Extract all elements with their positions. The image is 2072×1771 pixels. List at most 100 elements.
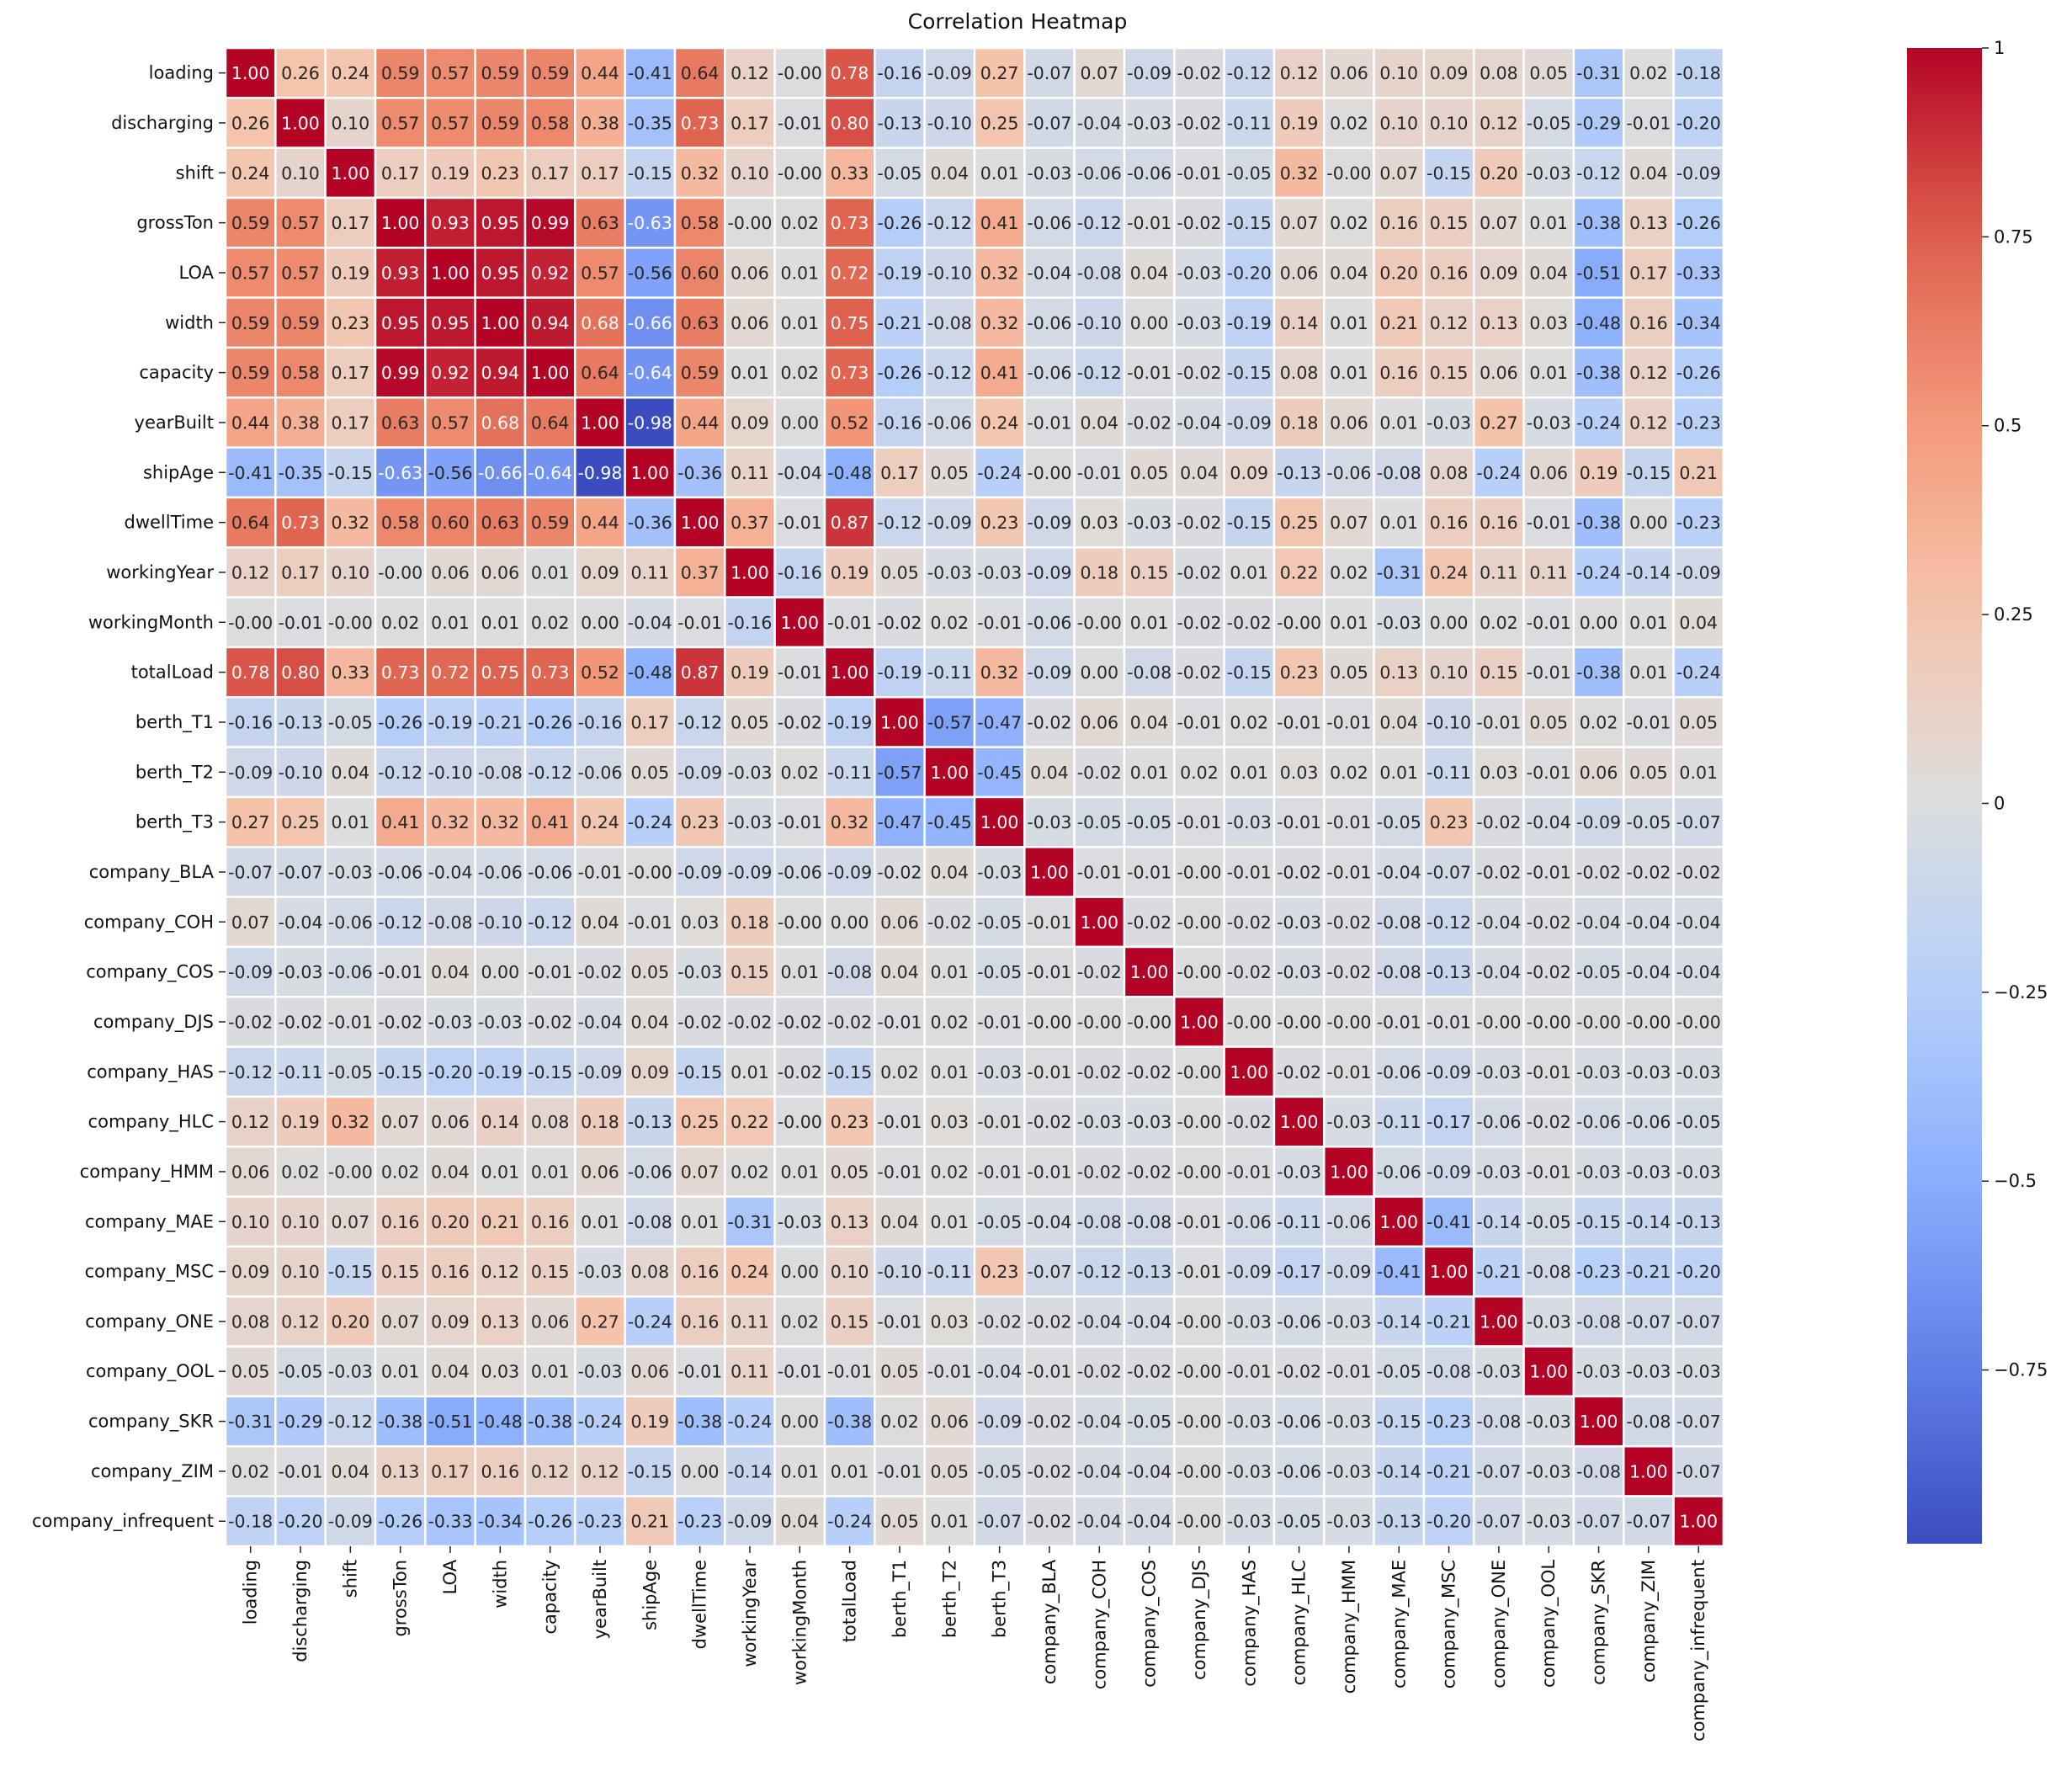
heatmap-cell	[773, 795, 826, 848]
heatmap-cell	[874, 996, 926, 1048]
x-tick-label: shipAge	[640, 1560, 660, 1630]
cell-value-label: 0.12	[731, 63, 769, 83]
cell-value-label: 0.16	[681, 1262, 720, 1282]
cell-value-label: -0.06	[1576, 1112, 1621, 1132]
colorbar-tick-label: 0.75	[1994, 226, 2033, 247]
cell-value-label: 0.06	[1280, 263, 1319, 283]
heatmap-cell	[1572, 146, 1625, 199]
cell-value-label: 0.41	[531, 812, 570, 832]
heatmap-cell	[374, 1395, 427, 1448]
cell-value-label: -0.26	[1676, 213, 1721, 233]
cell-value-label: -0.01	[1527, 1162, 1571, 1182]
cell-value-label: 0.44	[231, 412, 270, 433]
heatmap-cell	[1123, 247, 1176, 299]
cell-value-label: -0.00	[778, 63, 822, 83]
cell-value-label: 0.10	[1430, 662, 1469, 683]
cell-value-label: 0.05	[231, 1362, 270, 1382]
x-tick-label: loading	[241, 1560, 261, 1625]
cell-value-label: -0.02	[1027, 1112, 1071, 1132]
x-tick-label: company_ONE	[1489, 1560, 1510, 1689]
cell-value-label: -0.00	[1177, 1311, 1221, 1332]
cell-value-label: 0.02	[1330, 763, 1368, 783]
heatmap-cell	[523, 996, 576, 1048]
cell-value-label: -0.03	[1377, 613, 1421, 633]
cell-value-label: -0.15	[1626, 463, 1671, 483]
cell-value-label: 0.00	[581, 613, 619, 633]
heatmap-cell	[1123, 696, 1176, 748]
heatmap-cell	[823, 1146, 876, 1198]
cell-value-label: 0.06	[630, 1362, 669, 1382]
heatmap-cell	[673, 446, 726, 499]
heatmap-cell	[1572, 1495, 1625, 1548]
cell-value-label: -0.00	[1177, 962, 1221, 982]
cell-value-label: 0.03	[481, 1362, 519, 1382]
cell-value-label: 0.02	[381, 1162, 420, 1182]
cell-value-label: -0.02	[1077, 763, 1122, 783]
cell-value-label: 0.01	[531, 1162, 570, 1182]
heatmap-cell	[224, 1495, 277, 1548]
cell-value-label: 0.02	[930, 613, 969, 633]
heatmap-cell	[773, 846, 826, 898]
heatmap-cell	[1023, 996, 1076, 1048]
cell-value-label: 0.24	[731, 1262, 769, 1282]
cell-value-label: 0.87	[831, 513, 869, 533]
cell-value-label: -0.21	[1426, 1311, 1471, 1332]
cell-value-label: -0.06	[478, 862, 523, 882]
cell-value-label: 0.24	[1430, 562, 1469, 582]
heatmap-cell	[1473, 296, 1525, 349]
heatmap-cell	[1373, 596, 1426, 649]
cell-value-label: -0.01	[278, 613, 322, 633]
heatmap-cell	[1223, 646, 1276, 699]
cell-value-label: -0.03	[1626, 1062, 1671, 1082]
cell-value-label: 1.00	[681, 513, 720, 533]
cell-value-label: -0.03	[1277, 962, 1321, 982]
heatmap-cell	[474, 1095, 527, 1148]
cell-value-label: 0.08	[531, 1112, 570, 1132]
heatmap-cell	[1572, 247, 1625, 299]
heatmap-cell	[574, 1444, 626, 1497]
heatmap-cell	[923, 1095, 976, 1148]
cell-value-label: 0.10	[281, 1262, 320, 1282]
heatmap-cell	[1272, 596, 1326, 649]
cell-value-label: -0.66	[628, 313, 672, 333]
cell-value-label: -0.06	[1027, 363, 1071, 383]
heatmap-cell	[773, 546, 826, 598]
cell-value-label: 0.01	[1529, 213, 1568, 233]
cell-value-label: -0.11	[927, 662, 972, 683]
cell-value-label: 0.41	[980, 363, 1019, 383]
cell-value-label: 0.23	[331, 313, 369, 333]
heatmap-cell	[1073, 496, 1126, 549]
cell-value-label: 0.13	[1379, 662, 1418, 683]
cell-value-label: -0.05	[328, 712, 373, 732]
cell-value-label: -0.09	[827, 862, 872, 882]
heatmap-cell	[973, 1245, 1026, 1298]
heatmap-cell	[1073, 146, 1126, 199]
y-tick-label: company_MSC	[85, 1262, 214, 1283]
cell-value-label: -0.02	[927, 912, 972, 933]
cell-value-label: 0.44	[581, 63, 619, 83]
cell-value-label: 0.07	[1330, 513, 1368, 533]
cell-value-label: 0.23	[980, 1262, 1019, 1282]
cell-value-label: -0.06	[328, 962, 373, 982]
cell-value-label: -0.02	[1077, 1162, 1122, 1182]
cell-value-label: -0.12	[378, 763, 422, 783]
heatmap-cell	[474, 1195, 527, 1248]
cell-value-label: -0.02	[877, 613, 922, 633]
cell-value-label: -0.17	[1426, 1112, 1471, 1132]
heatmap-cell	[1173, 795, 1225, 848]
cell-value-label: -0.03	[1576, 1062, 1621, 1082]
cell-value-label: -0.02	[1077, 1062, 1122, 1082]
heatmap-cell	[1473, 446, 1525, 499]
cell-value-label: -0.08	[1476, 1412, 1521, 1432]
cell-value-label: 0.32	[831, 812, 869, 832]
cell-value-label: 0.26	[281, 63, 320, 83]
cell-value-label: -0.09	[1127, 63, 1171, 83]
cell-value-label: 0.14	[481, 1112, 519, 1132]
cell-value-label: -0.00	[328, 613, 373, 633]
heatmap-cell	[224, 346, 277, 399]
cell-value-label: -0.12	[877, 513, 922, 533]
cell-value-label: 0.17	[431, 1461, 470, 1481]
cell-value-label: 1.00	[1180, 1012, 1219, 1032]
heatmap-cell	[724, 1495, 776, 1548]
cell-value-label: -0.02	[1027, 1311, 1071, 1332]
